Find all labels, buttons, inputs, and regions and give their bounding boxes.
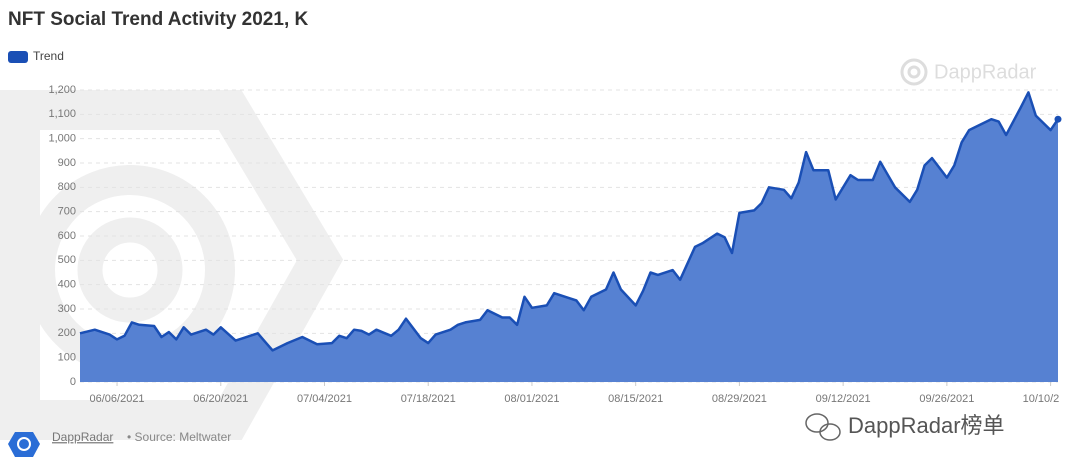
footer-watermark: DappRadar榜单 <box>848 413 1005 438</box>
wechat-icon <box>805 413 841 441</box>
chart-title: NFT Social Trend Activity 2021, K <box>8 9 309 30</box>
y-tick-label: 500 <box>58 254 76 266</box>
watermark: DappRadar <box>934 61 1037 83</box>
footer-source: • Source: Meltwater <box>127 430 231 444</box>
line <box>79 91 1060 352</box>
footer-brand: DappRadar <box>52 430 113 444</box>
x-tick-label: 08/01/2021 <box>504 393 559 405</box>
area <box>80 92 1058 383</box>
y-tick-label: 1,000 <box>48 133 76 145</box>
y-tick-label: 700 <box>58 206 76 218</box>
x-tick-label: 07/04/2021 <box>297 393 352 405</box>
y-tick-label: 300 <box>58 303 76 315</box>
x-tick-label: 09/26/2021 <box>919 393 974 405</box>
legend-swatch <box>8 51 28 63</box>
y-tick-label: 1,100 <box>48 108 76 120</box>
x-tick-label: 08/15/2021 <box>608 393 663 405</box>
x-tick-label: 09/12/2021 <box>816 393 871 405</box>
end-point <box>1054 115 1062 123</box>
plot: 0 100 200 300 400 500 600 700 800 900 1,000 1,100 1,… <box>48 84 1062 405</box>
y-tick-label: 600 <box>58 230 76 242</box>
x-tick-label: 06/06/2021 <box>90 393 145 405</box>
y-tick-label: 800 <box>58 181 76 193</box>
x-tick-label: 10/10/2 <box>1023 393 1060 405</box>
y-tick-label: 400 <box>58 279 76 291</box>
x-tick-label: 06/20/2021 <box>193 393 248 405</box>
watermark-logo <box>900 58 928 86</box>
y-tick-label: 100 <box>58 352 76 364</box>
x-tick-label: 07/18/2021 <box>401 393 456 405</box>
y-tick-label: 0 <box>70 376 76 388</box>
legend-label: Trend <box>33 49 64 63</box>
x-tick-label: 08/29/2021 <box>712 393 767 405</box>
y-tick-label: 1,200 <box>48 84 76 96</box>
y-tick-label: 900 <box>58 157 76 169</box>
y-tick-label: 200 <box>58 327 76 339</box>
footer-logo <box>8 432 40 457</box>
